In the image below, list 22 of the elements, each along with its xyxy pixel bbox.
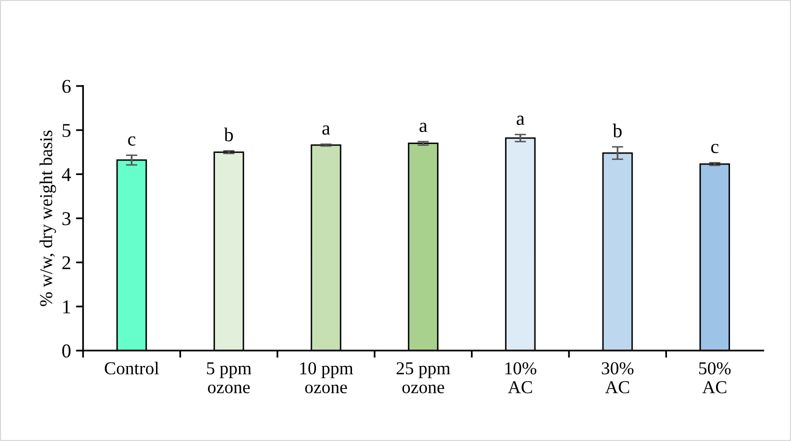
annotation: a bbox=[420, 122, 428, 132]
y-tick-label: 4 bbox=[62, 168, 71, 181]
y-tick-label: 1 bbox=[63, 300, 70, 314]
x-tick-label: Control bbox=[104, 362, 159, 374]
annotation: a bbox=[322, 125, 330, 135]
annotation: b bbox=[224, 128, 233, 142]
y-axis-title: % w/w, dry weight basis bbox=[40, 130, 56, 306]
x-tick-label: 10% AC bbox=[505, 362, 536, 394]
x-tick-label: 50% AC bbox=[699, 362, 731, 394]
annotation: b bbox=[612, 124, 622, 138]
annotation: c bbox=[128, 136, 136, 146]
x-tick-label: 10 ppm ozone bbox=[300, 362, 354, 394]
annotation: c bbox=[711, 144, 718, 154]
x-tick-label: 5 ppm ozone bbox=[207, 362, 252, 394]
y-tick-label: 0 bbox=[62, 344, 71, 358]
y-tick-label: 6 bbox=[62, 80, 71, 93]
y-tick-label: 3 bbox=[62, 212, 70, 226]
y-tick-label: 5 bbox=[62, 124, 70, 138]
annotation: a bbox=[516, 116, 524, 125]
x-tick-label: 30% AC bbox=[602, 362, 634, 394]
y-tick-label: 2 bbox=[62, 256, 70, 270]
x-tick-label: 25 ppm ozone bbox=[396, 362, 450, 394]
